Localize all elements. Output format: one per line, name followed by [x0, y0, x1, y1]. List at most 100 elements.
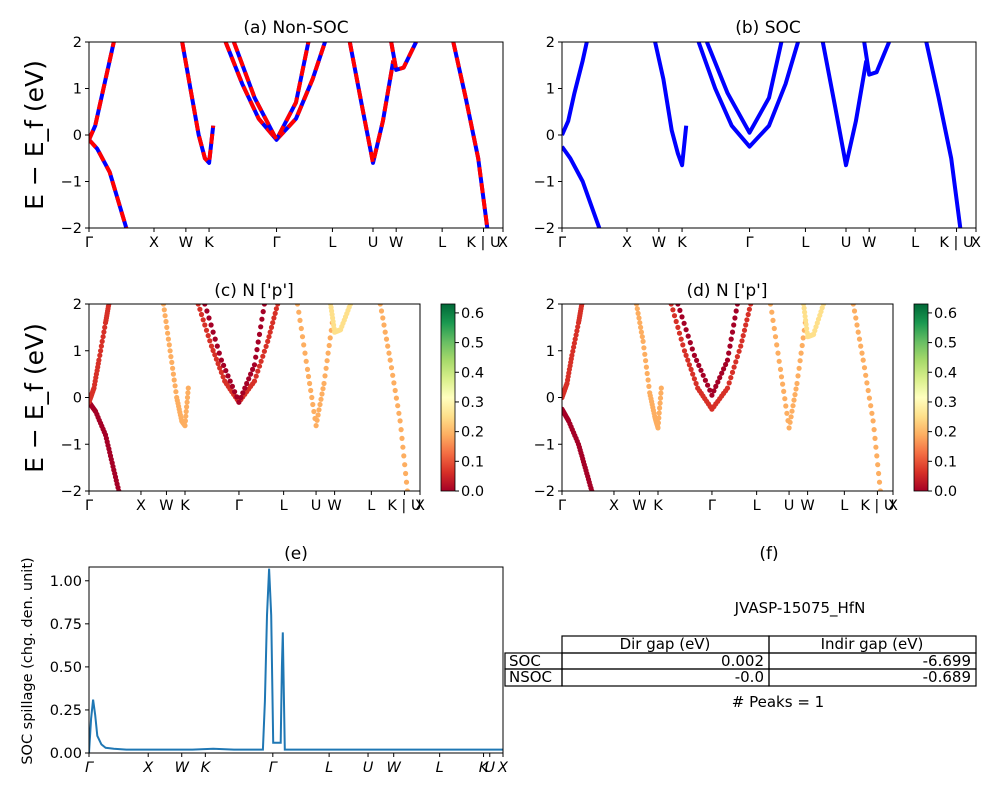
- band-point: [803, 321, 809, 328]
- band-point: [733, 359, 739, 365]
- x-tick-label: X: [609, 498, 619, 514]
- colorbar-tick-label: 0.1: [934, 454, 957, 470]
- material-id: JVASP-15075_HfN: [734, 599, 866, 618]
- band-point: [574, 328, 580, 334]
- band-point: [240, 390, 246, 396]
- band-point: [797, 358, 803, 364]
- x-tick-label: K: [180, 498, 190, 514]
- band-point: [783, 403, 789, 409]
- band-point: [656, 415, 662, 421]
- band-point: [689, 346, 695, 352]
- band-point: [261, 304, 267, 307]
- band-point: [214, 343, 220, 349]
- band-point: [772, 334, 779, 340]
- band-point: [397, 418, 403, 424]
- band-point: [700, 372, 706, 378]
- band-line-nsoc: [223, 42, 327, 142]
- band-line-nsoc: [180, 42, 216, 165]
- band-point: [99, 338, 105, 344]
- band-point: [860, 357, 866, 363]
- band-point: [310, 401, 316, 408]
- colorbar-c: 0.0 0.1 0.2 0.3 0.4 0.5 0.6: [440, 303, 484, 500]
- band-line-nsoc: [232, 42, 311, 142]
- x-tick-label: Γ: [269, 760, 279, 776]
- band-point: [261, 348, 267, 354]
- band-point: [268, 324, 275, 330]
- band-point: [644, 370, 650, 377]
- band-point: [782, 396, 788, 402]
- x-tick-label: U: [368, 235, 379, 251]
- band-point: [210, 347, 216, 354]
- band-point: [301, 342, 307, 348]
- y-tick-label: 0: [73, 391, 82, 407]
- band-point: [740, 333, 746, 339]
- plot-area-a: [89, 42, 490, 228]
- band-point: [570, 348, 576, 354]
- x-tick-label: K | U: [387, 498, 421, 514]
- band-point: [869, 410, 875, 416]
- band-point: [729, 369, 736, 375]
- band-point: [686, 362, 693, 368]
- y-tick-label: 0: [73, 128, 82, 144]
- x-tick-label: X: [497, 760, 509, 776]
- band-point: [655, 425, 661, 431]
- band-point: [687, 340, 693, 346]
- band-point: [696, 362, 702, 368]
- band-point: [778, 374, 785, 380]
- band-point: [791, 397, 797, 403]
- band-point: [402, 462, 408, 468]
- band-point: [589, 488, 595, 491]
- band-point: [873, 444, 879, 450]
- x-tick-label: Γ: [745, 235, 753, 251]
- band-point: [658, 390, 664, 396]
- band-point: [270, 320, 276, 326]
- band-point: [875, 462, 881, 468]
- band-point: [322, 373, 328, 379]
- band-point: [96, 357, 102, 363]
- band-point: [657, 400, 663, 406]
- band-point: [786, 425, 792, 431]
- band-point: [861, 365, 868, 371]
- band-point: [734, 354, 741, 360]
- band-point: [794, 380, 800, 387]
- colorbar-tick-label: 0.2: [461, 425, 484, 441]
- y-tick-label: 1.00: [50, 574, 82, 590]
- band-point: [579, 304, 585, 307]
- x-tick-label: L: [801, 235, 809, 251]
- band-line: [653, 42, 689, 168]
- band-point: [258, 324, 264, 330]
- band-point: [255, 368, 261, 374]
- band-point: [327, 335, 333, 341]
- y-tick-label: 2: [546, 35, 555, 51]
- band-point: [748, 304, 754, 307]
- band-point: [315, 412, 321, 418]
- band-point: [731, 364, 737, 370]
- band-point: [638, 324, 644, 330]
- band-point: [168, 354, 174, 360]
- band-point: [392, 387, 398, 394]
- band-point: [859, 350, 865, 356]
- band-point: [788, 414, 794, 420]
- band-point: [721, 366, 727, 372]
- band-point: [855, 329, 861, 335]
- band-point: [643, 358, 649, 364]
- x-tick-label: W: [389, 235, 403, 251]
- band-point: [804, 325, 810, 332]
- band-point: [655, 420, 662, 426]
- band-point: [731, 322, 737, 328]
- gap-table-panel: JVASP-15075_HfN Dir gap (eV) Indir gap (…: [504, 599, 977, 711]
- band-point: [221, 362, 227, 368]
- band-point: [745, 311, 751, 318]
- band-point: [709, 392, 715, 398]
- ylabel-bands-middle: E − E_f (eV): [20, 323, 49, 473]
- colorbar-d: 0.0 0.1 0.2 0.3 0.4 0.5 0.6: [913, 303, 957, 500]
- band-point: [267, 329, 273, 335]
- x-tick-label: W: [327, 498, 341, 514]
- x-tick-label: L: [753, 498, 761, 514]
- y-tick-label: −2: [534, 484, 555, 500]
- colorbar-tick-label: 0.1: [461, 454, 484, 470]
- x-tick-label: L: [438, 235, 446, 251]
- band-point: [165, 330, 171, 336]
